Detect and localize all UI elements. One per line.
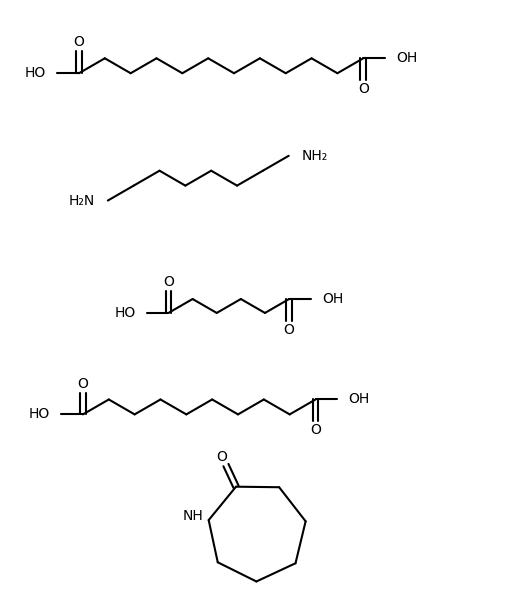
Text: NH: NH	[183, 509, 203, 523]
Text: O: O	[163, 275, 174, 289]
Text: O: O	[74, 36, 85, 50]
Text: O: O	[217, 450, 227, 464]
Text: HO: HO	[114, 306, 135, 320]
Text: O: O	[310, 423, 321, 437]
Text: HO: HO	[25, 66, 46, 80]
Text: O: O	[77, 376, 88, 391]
Text: H₂N: H₂N	[69, 193, 95, 208]
Text: OH: OH	[322, 292, 343, 306]
Text: NH₂: NH₂	[302, 149, 328, 163]
Text: O: O	[358, 82, 368, 96]
Text: O: O	[284, 323, 294, 337]
Text: HO: HO	[29, 407, 50, 422]
Text: OH: OH	[396, 51, 417, 65]
Text: OH: OH	[348, 393, 370, 406]
